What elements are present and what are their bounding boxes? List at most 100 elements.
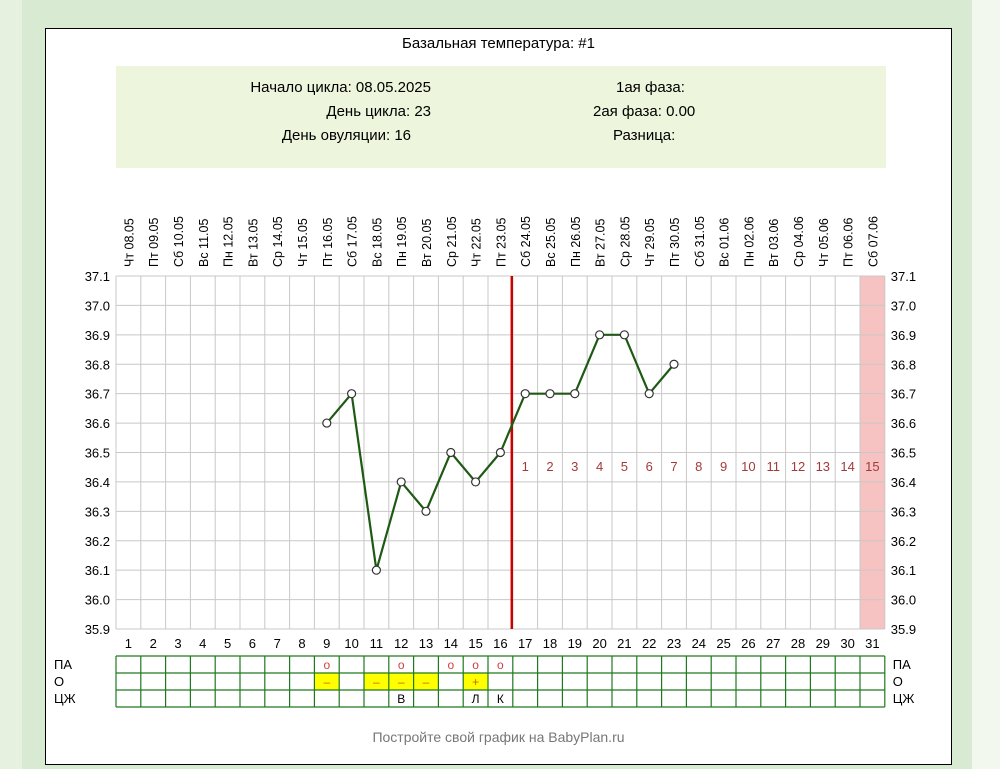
- y-tick-label-left: 36.1: [85, 563, 110, 578]
- luteal-day-label: 8: [695, 459, 702, 474]
- left-background-strip: [0, 0, 22, 769]
- temperature-point: [371, 565, 381, 575]
- y-tick-label-right: 36.1: [891, 563, 916, 578]
- temperature-point: [619, 330, 630, 340]
- row-label-left: О: [54, 674, 64, 689]
- day-number-label: 20: [592, 636, 606, 651]
- row-label-left: ПА: [54, 657, 72, 672]
- day-number-label: 10: [344, 636, 358, 651]
- date-label: Пн 12.05: [222, 216, 236, 267]
- day-number-label: 7: [274, 636, 281, 651]
- luteal-day-label: 15: [865, 459, 879, 474]
- luteal-day-label: 3: [571, 459, 578, 474]
- date-label: Чт 15.05: [296, 218, 310, 267]
- date-label: Сб 10.05: [172, 216, 186, 267]
- row-fill-cell: [364, 673, 389, 690]
- difference-line: Разница:: [613, 127, 675, 144]
- day-number-label: 21: [617, 636, 631, 651]
- y-tick-label-left: 36.9: [85, 328, 110, 343]
- day-number-label: 8: [298, 636, 305, 651]
- y-tick-label-left: 36.0: [85, 593, 110, 608]
- luteal-day-label: 10: [741, 459, 755, 474]
- day-number-label: 4: [199, 636, 206, 651]
- y-tick-label-right: 37.0: [891, 298, 916, 313]
- ovulation-day-label: День овуляции:: [281, 127, 391, 144]
- day-number-label: 9: [323, 636, 330, 651]
- row-mark: о: [472, 658, 479, 672]
- luteal-day-label: 13: [816, 459, 830, 474]
- difference-label: Разница:: [613, 127, 676, 144]
- y-tick-label-left: 37.0: [85, 298, 110, 313]
- day-number-label: 29: [816, 636, 830, 651]
- row-mark: о: [447, 658, 454, 672]
- y-tick-label-left: 35.9: [85, 622, 110, 637]
- y-tick-label-right: 36.5: [891, 446, 916, 461]
- y-tick-label-right: 36.8: [891, 357, 916, 372]
- phase1-label: 1ая фаза:: [616, 79, 685, 96]
- date-label: Вс 11.05: [197, 219, 211, 267]
- row-mark: В: [397, 692, 405, 706]
- temperature-point: [495, 447, 505, 458]
- row-label-right: ЦЖ: [893, 691, 915, 706]
- day-number-label: 19: [568, 636, 582, 651]
- phase1-line: 1ая фаза:: [616, 79, 685, 96]
- luteal-day-label: 6: [646, 459, 653, 474]
- y-tick-label-right: 36.4: [891, 475, 916, 490]
- date-label: Сб 17.05: [346, 216, 360, 267]
- row-mark: К: [497, 692, 504, 706]
- row-mark: +: [472, 675, 479, 689]
- chart-card: Базальная температура: #1 Начало цикла: …: [45, 28, 952, 765]
- day-number-label: 11: [370, 636, 384, 651]
- date-label: Ср 28.05: [618, 216, 632, 267]
- date-label: Сб 24.05: [519, 216, 533, 267]
- row-mark: –: [423, 675, 430, 689]
- day-number-label: 25: [716, 636, 730, 651]
- y-tick-label-right: 35.9: [891, 622, 916, 637]
- day-number-label: 5: [224, 636, 231, 651]
- day-number-label: 22: [642, 636, 656, 651]
- temperature-point: [570, 389, 580, 399]
- luteal-day-label: 9: [720, 459, 727, 474]
- y-tick-label-left: 36.4: [85, 475, 110, 490]
- day-number-label: 31: [865, 636, 879, 651]
- date-label: Чт 22.05: [470, 218, 484, 267]
- row-fill-cell: [463, 673, 488, 690]
- y-tick-label-left: 36.5: [85, 446, 110, 461]
- day-number-label: 2: [150, 636, 157, 651]
- ovulation-day-value: 16: [394, 127, 411, 144]
- row-mark: о: [323, 658, 330, 672]
- date-label: Пт 23.05: [494, 217, 508, 267]
- date-label: Вт 03.06: [767, 219, 781, 267]
- phase2-label: 2ая фаза:: [593, 103, 662, 120]
- y-tick-label-left: 36.7: [85, 387, 110, 402]
- date-label: Ср 21.05: [445, 216, 459, 267]
- day-number-label: 1: [125, 636, 132, 651]
- date-label: Ср 14.05: [271, 216, 285, 267]
- y-tick-label-right: 36.0: [891, 593, 916, 608]
- day-number-label: 6: [249, 636, 256, 651]
- row-label-left: ЦЖ: [54, 691, 76, 706]
- date-label: Пт 30.05: [668, 217, 682, 267]
- row-label-right: О: [893, 674, 903, 689]
- row-mark: о: [398, 658, 405, 672]
- temperature-point: [520, 389, 530, 399]
- row-mark: Л: [472, 692, 480, 706]
- cycle-start-value: 08.05.2025: [355, 79, 431, 96]
- temperature-chart: 35.9 35.9 36.0 36.0 36.1 36.1 36.2 36.2 36.3 36.3…: [54, 216, 916, 708]
- date-label: Вс 25.05: [544, 218, 558, 267]
- date-label: Пт 09.05: [147, 217, 161, 267]
- day-number-label: 30: [840, 636, 854, 651]
- day-number-label: 24: [692, 636, 706, 651]
- date-label: Пт 06.06: [842, 217, 856, 267]
- cycle-day-label: День цикла:: [326, 103, 411, 120]
- row-mark: –: [323, 675, 330, 689]
- date-label: Сб 07.06: [866, 216, 880, 267]
- date-label: Вс 01.06: [718, 218, 732, 267]
- temperature-point: [644, 389, 654, 399]
- day-number-label: 16: [493, 636, 507, 651]
- footer-link-text[interactable]: Постройте свой график на BabyPlan.ru: [372, 729, 625, 745]
- day-number-label: 3: [174, 636, 181, 651]
- date-label: Вт 20.05: [420, 219, 434, 267]
- ovulation-day-line: День овуляции: 16: [282, 127, 411, 144]
- day-number-label: 27: [766, 636, 780, 651]
